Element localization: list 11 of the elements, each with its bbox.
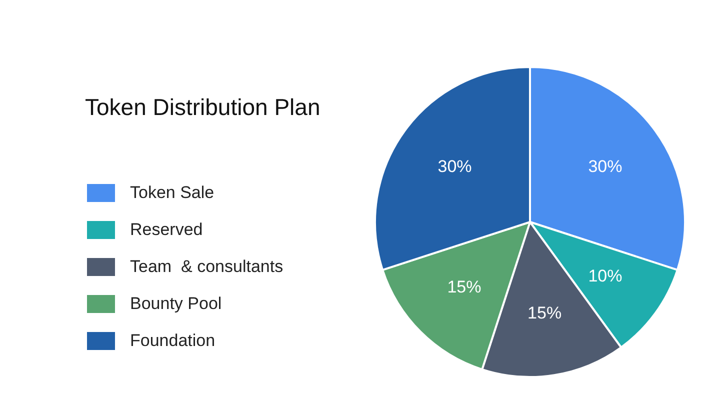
data-label: 30% [438,157,472,176]
data-label: 15% [447,277,482,296]
legend-label: Token Sale [130,182,214,202]
legend-label: Foundation [130,330,216,350]
legend-label: Reserved [130,220,203,240]
legend-label: Bounty Pool [130,294,222,314]
text: Token Distribution Plan [85,94,320,121]
data-label: 30% [588,157,622,176]
data-label: 15% [528,304,562,323]
legend-label: Team & consultants [130,256,284,276]
data-label: 10% [588,266,622,286]
